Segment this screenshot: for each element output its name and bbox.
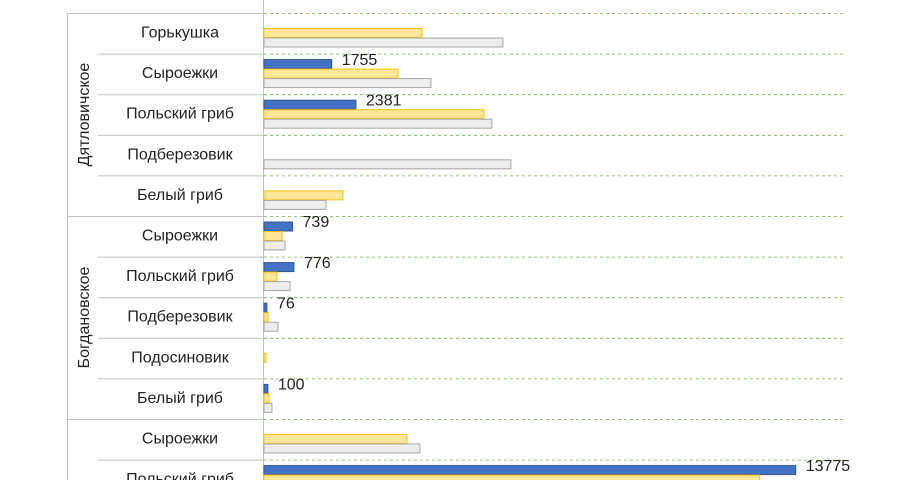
category-label: Польский гриб bbox=[126, 471, 234, 480]
bar bbox=[263, 37, 504, 48]
data-label: 100 bbox=[278, 377, 305, 394]
bar bbox=[263, 221, 294, 232]
bar bbox=[263, 231, 283, 241]
bar bbox=[263, 281, 291, 292]
bar bbox=[263, 99, 357, 110]
group-label: Богдановское bbox=[76, 267, 93, 369]
bar bbox=[263, 434, 408, 444]
bar bbox=[263, 443, 421, 454]
bar bbox=[263, 59, 333, 70]
category-label: Подберезовик bbox=[127, 146, 233, 163]
bar bbox=[263, 402, 273, 413]
bar bbox=[263, 302, 268, 313]
category-label: Горькушка bbox=[141, 25, 219, 42]
data-label: 776 bbox=[304, 255, 331, 272]
category-label: Сыроежки bbox=[142, 228, 218, 245]
bar bbox=[263, 109, 485, 120]
bar bbox=[263, 383, 269, 394]
bar bbox=[263, 28, 423, 38]
category-label: Белый гриб bbox=[137, 390, 223, 407]
category-label: Подберезовик bbox=[127, 309, 233, 326]
bar bbox=[263, 312, 269, 323]
bar bbox=[263, 199, 327, 210]
bar bbox=[263, 271, 278, 282]
data-label: 13775 bbox=[806, 458, 851, 475]
category-label: Польский гриб bbox=[126, 268, 234, 285]
bar bbox=[263, 262, 295, 273]
data-label: 76 bbox=[277, 295, 295, 312]
data-label: 1755 bbox=[342, 52, 378, 69]
category-label: Подосиновик bbox=[131, 349, 229, 366]
category-label: Белый гриб bbox=[137, 187, 223, 204]
bar bbox=[263, 118, 493, 129]
data-label: 739 bbox=[303, 214, 330, 231]
category-label: Польский гриб bbox=[126, 106, 234, 123]
group-label: Дятловичское bbox=[76, 63, 93, 167]
bar bbox=[263, 465, 797, 476]
bar bbox=[263, 159, 512, 170]
bar bbox=[263, 321, 279, 332]
category-label: Сыроежки bbox=[142, 65, 218, 82]
bar bbox=[263, 393, 270, 404]
category-label: Сыроежки bbox=[142, 431, 218, 448]
bar bbox=[263, 474, 761, 480]
data-label: 2381 bbox=[366, 92, 402, 109]
bar bbox=[263, 190, 344, 201]
bar bbox=[263, 240, 286, 251]
bar bbox=[263, 78, 432, 89]
bar bbox=[263, 352, 267, 363]
bar bbox=[263, 68, 399, 79]
